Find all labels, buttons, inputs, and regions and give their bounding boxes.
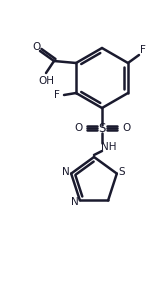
Text: S: S: [119, 167, 125, 177]
Text: NH: NH: [101, 142, 117, 152]
Text: O: O: [32, 42, 40, 52]
Text: N: N: [62, 167, 70, 177]
Text: OH: OH: [38, 76, 54, 86]
Text: F: F: [54, 90, 60, 100]
Text: O: O: [122, 123, 130, 133]
Text: N: N: [71, 197, 79, 207]
Text: S: S: [98, 122, 106, 135]
Text: O: O: [74, 123, 82, 133]
Text: F: F: [140, 45, 146, 55]
